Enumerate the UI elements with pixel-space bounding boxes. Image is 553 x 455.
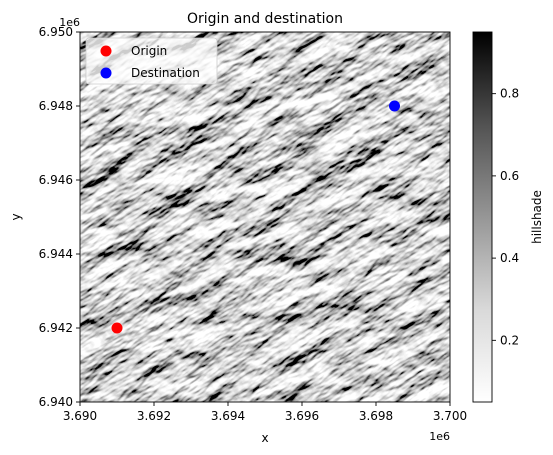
legend: Origin Destination (85, 37, 218, 85)
y-tick-label: 6.940 (39, 395, 73, 409)
x-axis-label: x (261, 431, 268, 445)
x-axis: 3.690 3.692 3.694 3.696 3.698 3.700 (63, 402, 467, 423)
legend-box (85, 37, 218, 85)
chart-title: Origin and destination (187, 11, 343, 27)
scatter-point-destination (389, 100, 400, 112)
colorbar-label: hillshade (530, 190, 544, 244)
y-tick-label: 6.944 (39, 247, 73, 261)
y-tick-label: 6.942 (39, 321, 73, 335)
y-offset-label: 1e6 (59, 16, 80, 29)
y-tick-label: 6.948 (39, 99, 73, 113)
x-tick-label: 3.700 (433, 409, 467, 423)
legend-label-destination: Destination (131, 66, 200, 80)
plot-frame (79, 31, 451, 403)
legend-marker-origin (100, 45, 112, 57)
x-tick-label: 3.696 (285, 409, 319, 423)
x-tick-label: 3.694 (211, 409, 245, 423)
colorbar-tick-label: 0.6 (500, 169, 519, 183)
colorbar-ticks: 0.2 0.4 0.6 0.8 (492, 87, 519, 347)
colorbar: 0.2 0.4 0.6 0.8 hillshade (472, 31, 544, 403)
y-tick-label: 6.950 (39, 25, 73, 39)
y-tick-label: 6.946 (39, 173, 73, 187)
y-axis-label: y (9, 213, 23, 220)
colorbar-tick-label: 0.2 (500, 333, 519, 347)
colorbar-tick-label: 0.8 (500, 87, 519, 101)
scatter-layer (111, 100, 400, 334)
legend-marker-destination (100, 67, 112, 79)
x-tick-label: 3.690 (63, 409, 97, 423)
x-tick-label: 3.698 (359, 409, 393, 423)
x-offset-label: 1e6 (429, 430, 450, 443)
colorbar-ramp (472, 31, 493, 403)
legend-label-origin: Origin (131, 44, 167, 58)
y-axis: 6.940 6.942 6.944 6.946 6.948 6.950 (39, 25, 80, 409)
colorbar-tick-label: 0.4 (500, 251, 519, 265)
x-tick-label: 3.692 (137, 409, 171, 423)
scatter-point-origin (111, 322, 123, 334)
